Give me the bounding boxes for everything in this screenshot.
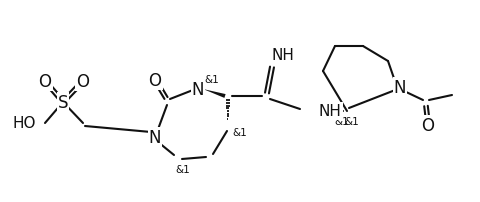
Text: N: N [148, 128, 161, 146]
Text: O: O [420, 116, 433, 134]
Text: &1: &1 [204, 75, 218, 85]
Text: S: S [58, 94, 68, 112]
Text: NH: NH [271, 47, 294, 62]
Text: O: O [76, 73, 89, 90]
Text: NH: NH [318, 104, 341, 119]
Text: N: N [192, 81, 204, 99]
Text: O: O [148, 72, 161, 89]
Text: N: N [393, 79, 406, 97]
Text: HO: HO [12, 116, 36, 131]
Text: &1: &1 [343, 116, 358, 126]
Text: O: O [38, 73, 51, 90]
Polygon shape [203, 89, 225, 98]
Text: &1: &1 [175, 164, 189, 174]
Text: &1: &1 [231, 127, 246, 137]
Text: &1: &1 [333, 116, 348, 126]
